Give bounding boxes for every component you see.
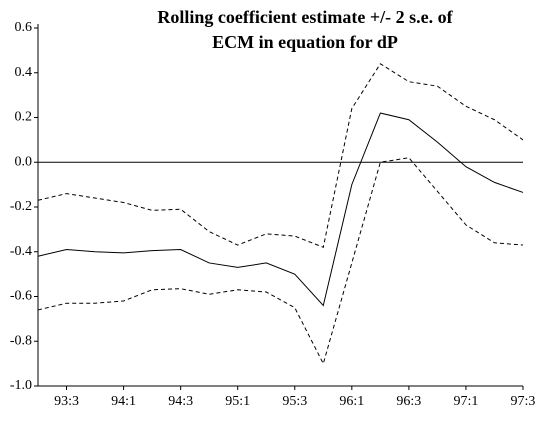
y-tick-label: -0.4: [10, 244, 32, 259]
y-tick-label: -0.6: [10, 289, 32, 304]
series-line: [37, 112, 524, 307]
y-tick-label: 0.4: [15, 65, 33, 80]
y-tick-label: 0.6: [15, 20, 33, 35]
chart-title: ECM in equation for dP: [212, 32, 398, 52]
x-tick-label: 97:1: [453, 394, 478, 409]
x-tick-label: 94:1: [111, 394, 136, 409]
x-tick-label: 95:3: [282, 394, 307, 409]
chart-title: Rolling coefficient estimate +/- 2 s.e. …: [157, 7, 453, 27]
series-line: [37, 63, 524, 248]
y-tick-label: 0.0: [15, 154, 33, 169]
y-tick-label: 0.2: [15, 110, 33, 125]
x-tick-label: 93:3: [54, 394, 79, 409]
x-tick-label: 96:3: [396, 394, 421, 409]
x-tick-label: 95:1: [225, 394, 250, 409]
series-line: [37, 157, 524, 365]
y-tick-label: -1.0: [10, 378, 32, 393]
x-tick-label: 94:3: [168, 394, 193, 409]
y-tick-label: -0.2: [10, 199, 32, 214]
y-tick-label: -0.8: [10, 333, 32, 348]
x-tick-label: 96:1: [339, 394, 364, 409]
x-tick-label: 97:3: [511, 394, 536, 409]
